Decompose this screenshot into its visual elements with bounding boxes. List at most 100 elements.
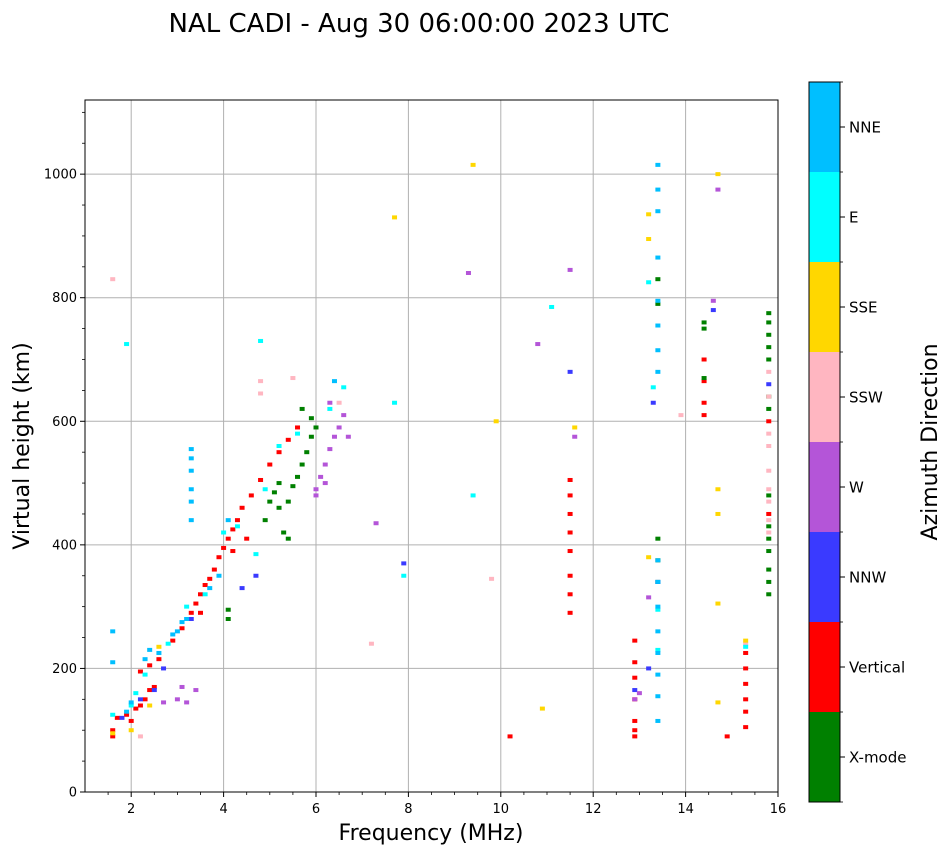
data-point-vertical: [124, 712, 130, 717]
data-point-x-mode: [271, 490, 277, 495]
data-point-ssw: [743, 641, 749, 646]
data-point-e: [202, 592, 208, 597]
data-point-vertical: [285, 437, 291, 442]
data-point-nne: [188, 468, 194, 473]
data-point-x-mode: [262, 518, 268, 523]
colorbar-swatch-x-mode: [809, 712, 840, 802]
data-point-vertical: [632, 675, 638, 680]
data-point-x-mode: [285, 536, 291, 541]
data-point-sse: [715, 700, 721, 705]
data-point-vertical: [743, 650, 749, 655]
data-point-nne: [188, 487, 194, 492]
data-point-nnw: [239, 586, 245, 591]
data-point-nne: [188, 456, 194, 461]
data-point-e: [646, 280, 652, 285]
x-tick-label: 14: [677, 802, 694, 817]
colorbar-label-nne: NNE: [849, 119, 881, 137]
data-point-ssw: [766, 530, 772, 535]
data-point-sse: [715, 487, 721, 492]
data-point-ssw: [766, 394, 772, 399]
data-point-nne: [188, 499, 194, 504]
data-point-x-mode: [267, 499, 273, 504]
data-point-nne: [655, 187, 661, 192]
data-point-sse: [110, 731, 116, 736]
data-point-vertical: [632, 660, 638, 665]
data-point-x-mode: [766, 332, 772, 337]
data-point-nne: [655, 558, 661, 563]
data-point-x-mode: [766, 320, 772, 325]
data-point-vertical: [743, 666, 749, 671]
data-point-e: [184, 604, 190, 609]
data-point-e: [262, 487, 268, 492]
data-point-e: [258, 338, 264, 343]
data-point-vertical: [188, 610, 194, 615]
data-point-vertical: [632, 718, 638, 723]
data-point-nne: [225, 518, 231, 523]
data-point-nne: [331, 379, 337, 384]
data-point-vertical: [743, 725, 749, 730]
data-point-vertical: [567, 592, 573, 597]
data-point-w: [313, 493, 319, 498]
data-points: [110, 162, 772, 739]
data-point-x-mode: [766, 345, 772, 350]
data-point-nne: [147, 647, 153, 652]
data-point-vertical: [142, 697, 148, 702]
data-point-sse: [715, 601, 721, 606]
data-point-w: [313, 487, 319, 492]
data-point-e: [341, 385, 347, 390]
data-point-e: [142, 672, 148, 677]
data-point-x-mode: [304, 450, 310, 455]
data-point-ssw: [678, 413, 684, 418]
data-point-e: [470, 493, 476, 498]
data-point-w: [535, 342, 541, 347]
data-point-vertical: [724, 734, 730, 739]
data-point-vertical: [198, 610, 203, 615]
data-point-w: [632, 697, 638, 702]
chart-title: NAL CADI - Aug 30 06:00:00 2023 UTC: [169, 9, 670, 39]
data-point-ssw: [110, 277, 116, 282]
data-point-vertical: [211, 567, 217, 572]
data-point-sse: [743, 638, 749, 643]
data-point-e: [165, 641, 171, 646]
data-point-w: [322, 481, 328, 486]
data-point-ssw: [766, 518, 772, 523]
data-point-vertical: [244, 536, 250, 541]
data-point-w: [710, 298, 716, 303]
data-point-nne: [655, 162, 661, 167]
data-point-ssw: [766, 369, 772, 374]
y-tick-label: 400: [52, 538, 77, 553]
colorbar-label-w: W: [849, 479, 864, 497]
data-point-vertical: [567, 549, 573, 554]
data-point-vertical: [632, 638, 638, 643]
data-point-sse: [128, 728, 134, 733]
data-point-ssw: [489, 576, 495, 581]
data-point-x-mode: [285, 499, 291, 504]
y-tick-label: 600: [52, 415, 77, 430]
data-point-vertical: [743, 697, 749, 702]
data-point-nnw: [567, 369, 573, 374]
data-point-x-mode: [308, 434, 314, 439]
data-point-vertical: [258, 477, 264, 482]
data-point-vertical: [239, 505, 245, 510]
data-point-vertical: [230, 527, 236, 532]
x-tick-label: 6: [312, 802, 320, 817]
data-point-nne: [142, 657, 148, 662]
data-point-vertical: [276, 450, 282, 455]
data-point-nne: [655, 323, 661, 328]
colorbar-label-x-mode: X-mode: [849, 749, 906, 767]
colorbar-swatch-nnw: [809, 532, 840, 622]
data-point-vertical: [766, 419, 772, 424]
data-point-sse: [470, 162, 476, 167]
data-point-w: [715, 187, 721, 192]
data-point-x-mode: [281, 530, 287, 535]
data-point-nne: [655, 209, 661, 214]
colorbar-label-vertical: Vertical: [849, 659, 905, 677]
data-point-w: [341, 413, 347, 418]
data-point-nnw: [401, 561, 407, 566]
data-point-vertical: [743, 681, 749, 686]
colorbar-label-sse: SSE: [849, 299, 878, 317]
data-point-sse: [572, 425, 578, 430]
data-point-x-mode: [701, 326, 707, 331]
data-point-x-mode: [290, 484, 296, 489]
